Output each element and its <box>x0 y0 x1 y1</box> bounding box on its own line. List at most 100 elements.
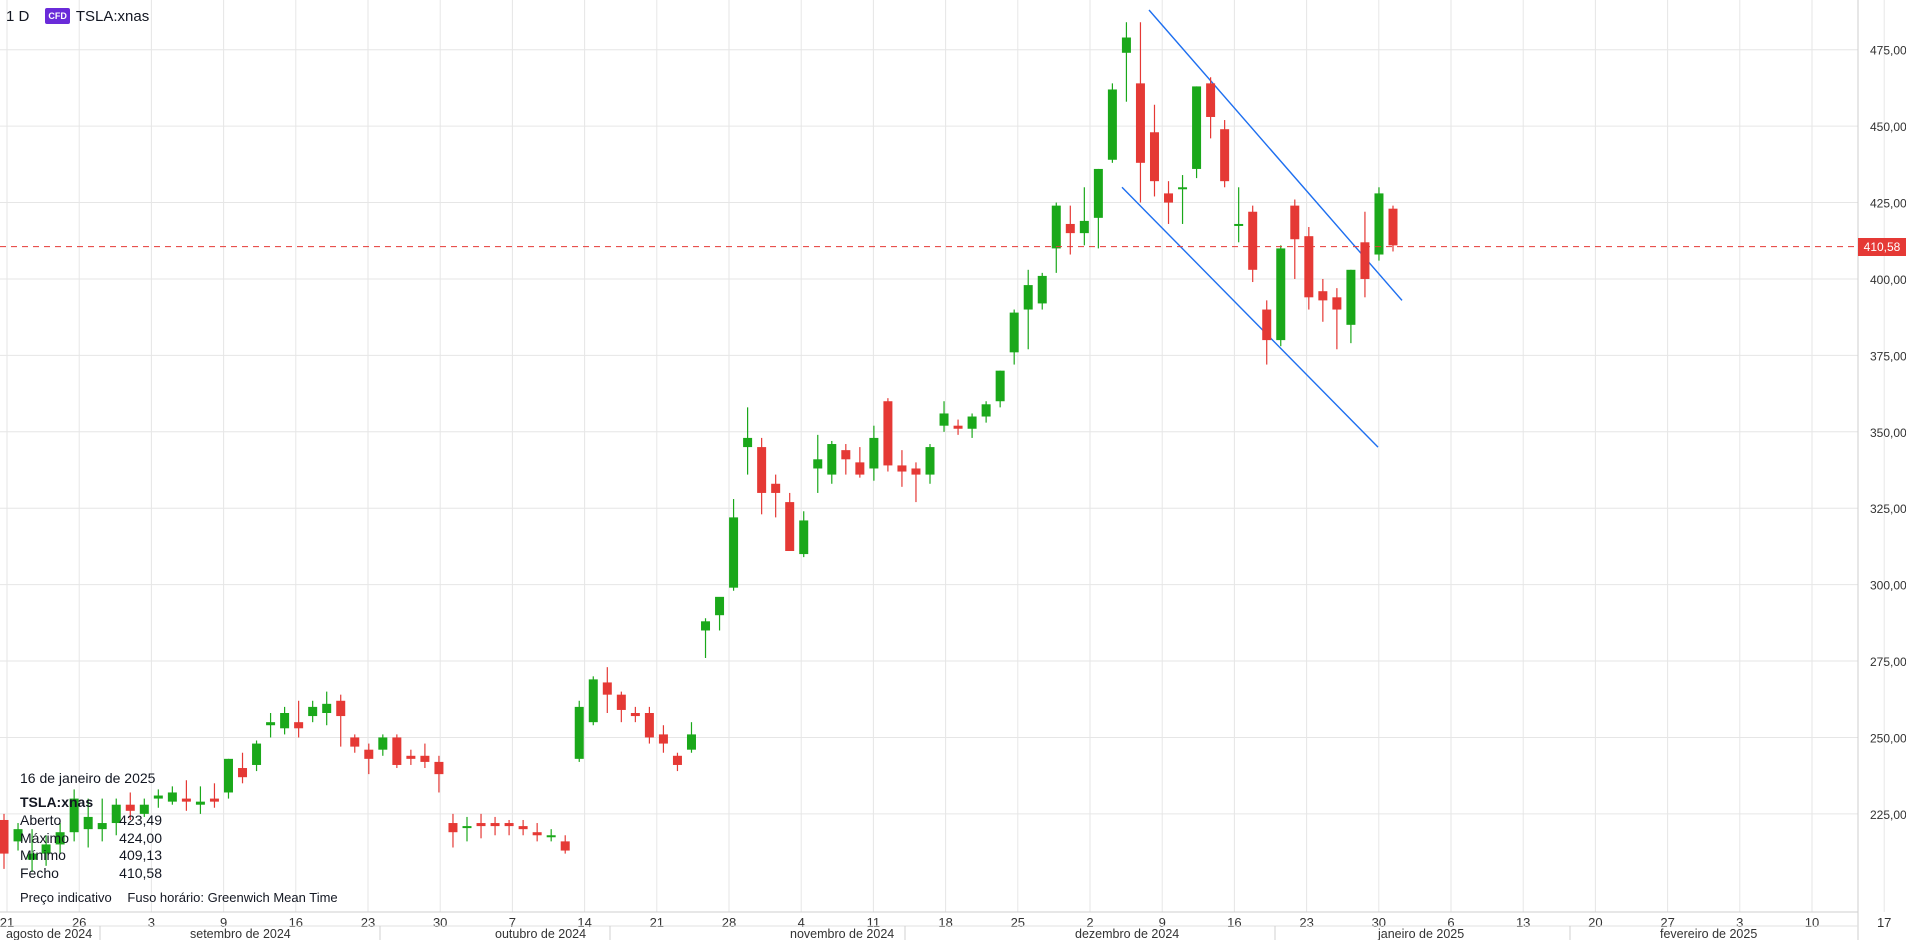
candle <box>658 725 668 753</box>
candle <box>238 752 248 784</box>
price-tick-label: 450,00 <box>1870 120 1906 134</box>
candle <box>560 835 570 854</box>
symbol-label[interactable]: TSLA:xnas <box>75 7 150 25</box>
candle <box>743 407 753 475</box>
candle-body <box>1164 193 1174 203</box>
candle-body <box>1388 208 1398 246</box>
candle <box>434 755 444 793</box>
date-tick-label: 20 <box>1588 915 1602 930</box>
candle-body <box>841 450 851 460</box>
candle <box>757 437 767 515</box>
candle-body <box>1248 211 1258 270</box>
price-tick-label: 325,00 <box>1870 502 1906 516</box>
candle <box>266 713 276 738</box>
candle-body <box>616 694 626 710</box>
candle-body <box>855 462 865 475</box>
date-tick-label: 9 <box>220 915 227 930</box>
candle-body <box>1206 83 1216 117</box>
candle <box>1192 86 1202 179</box>
candle <box>1009 309 1019 365</box>
candle-body <box>406 755 416 759</box>
candle <box>1290 199 1300 279</box>
candle <box>350 734 360 753</box>
candle <box>1220 120 1230 188</box>
candle <box>1374 187 1384 261</box>
candle-body <box>1149 132 1159 182</box>
candle <box>1065 205 1075 255</box>
candle <box>181 780 191 811</box>
candle <box>476 813 486 839</box>
cfd-badge: CFD <box>45 8 70 24</box>
candle-body <box>252 743 262 765</box>
candle-body <box>967 416 977 429</box>
candle-body <box>644 713 654 738</box>
candle <box>223 758 233 799</box>
candle-body <box>336 700 346 717</box>
candle <box>392 734 402 769</box>
date-tick-label: 3 <box>1736 915 1743 930</box>
date-tick-label: 13 <box>1516 915 1530 930</box>
candle-body <box>1009 312 1019 353</box>
candle-body <box>476 823 486 827</box>
date-tick-label: 4 <box>798 915 805 930</box>
candle <box>1023 269 1033 350</box>
candle-body <box>55 832 65 845</box>
candle <box>1304 227 1314 310</box>
candle <box>981 401 991 423</box>
candle <box>1149 104 1159 197</box>
candle <box>1135 22 1145 203</box>
interval-label[interactable]: 1 D <box>6 7 30 25</box>
date-tick-label: 6 <box>1447 915 1454 930</box>
candle <box>1121 22 1131 102</box>
candle <box>1206 77 1216 139</box>
candle <box>167 786 177 805</box>
candle-body <box>995 370 1005 402</box>
candle <box>574 700 584 762</box>
candle <box>1107 83 1117 163</box>
candle-body <box>195 801 205 805</box>
candle-body <box>658 734 668 744</box>
candle-body <box>602 682 612 695</box>
candle <box>813 434 823 493</box>
date-tick-label: 30 <box>433 915 447 930</box>
candle <box>125 792 135 820</box>
date-tick-label: 21 <box>650 915 664 930</box>
candle <box>1178 175 1188 224</box>
info-low: Mínimo 409,13 <box>20 847 162 863</box>
candle <box>420 743 430 769</box>
month-label: outubro de 2024 <box>495 927 586 940</box>
candle-body <box>448 823 458 833</box>
candle-body <box>420 755 430 762</box>
indicative-price-note: Preço indicativo <box>20 890 112 905</box>
candle-body <box>813 459 823 469</box>
candle <box>841 444 851 475</box>
candle-body <box>0 819 9 854</box>
candle <box>406 749 416 765</box>
chart-header: 1 D CFD TSLA:xnas <box>6 6 149 26</box>
candle <box>1276 245 1286 347</box>
candle-body <box>97 823 107 830</box>
candle <box>1346 269 1356 344</box>
time-axis[interactable]: 21 26 3 9 16 23 30 7 14 21 28 4 11 18 25 2 9 16 23 30 6 13 20 2… <box>0 911 1906 940</box>
info-symbol: TSLA:xnas <box>20 793 94 810</box>
candle-body <box>1346 269 1356 325</box>
date-tick-label: 17 <box>1877 915 1891 930</box>
candle-body <box>294 722 304 729</box>
price-tick-label: 250,00 <box>1870 731 1906 745</box>
candle-body <box>280 713 290 729</box>
candle-body <box>1079 220 1089 234</box>
candle <box>1248 205 1258 283</box>
price-axis[interactable]: 475,00 450,00 425,00 400,00 375,00 350,00 325,… <box>1857 0 1906 940</box>
candle <box>897 450 907 487</box>
candle-body <box>139 804 149 814</box>
candle-body <box>785 502 795 552</box>
candle <box>0 813 9 869</box>
candle <box>616 691 626 723</box>
candle-body <box>799 520 809 555</box>
candle <box>1360 211 1370 298</box>
trend-channel[interactable] <box>1121 9 1403 448</box>
candle <box>448 813 458 848</box>
candle-body <box>1192 86 1202 169</box>
candle-body <box>869 437 879 469</box>
